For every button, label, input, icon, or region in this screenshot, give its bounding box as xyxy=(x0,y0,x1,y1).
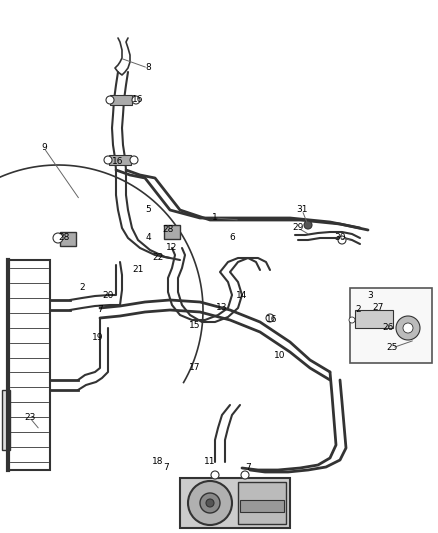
Text: 19: 19 xyxy=(92,334,104,343)
Text: 2: 2 xyxy=(355,305,361,314)
Circle shape xyxy=(396,316,420,340)
Bar xyxy=(109,155,131,165)
Circle shape xyxy=(211,471,219,479)
Bar xyxy=(240,500,284,512)
Text: 17: 17 xyxy=(189,364,201,373)
Circle shape xyxy=(403,323,413,333)
Circle shape xyxy=(188,481,232,525)
Text: 21: 21 xyxy=(132,265,144,274)
Circle shape xyxy=(104,156,112,164)
Text: 7: 7 xyxy=(163,464,169,472)
Text: 30: 30 xyxy=(334,233,346,243)
Text: 31: 31 xyxy=(296,206,308,214)
Circle shape xyxy=(304,221,312,229)
Text: 2: 2 xyxy=(79,284,85,293)
Text: 12: 12 xyxy=(166,244,178,253)
Circle shape xyxy=(241,471,249,479)
Circle shape xyxy=(338,236,346,244)
Text: 25: 25 xyxy=(386,343,398,352)
Bar xyxy=(8,260,50,470)
Text: 26: 26 xyxy=(382,324,394,333)
Bar xyxy=(2,390,10,450)
Circle shape xyxy=(130,156,138,164)
Text: 15: 15 xyxy=(189,320,201,329)
Text: 23: 23 xyxy=(25,414,35,423)
Bar xyxy=(110,95,132,105)
Text: 18: 18 xyxy=(152,457,164,466)
Text: 16: 16 xyxy=(132,95,144,104)
Circle shape xyxy=(206,499,214,507)
Bar xyxy=(355,310,393,328)
Text: 8: 8 xyxy=(145,63,151,72)
Circle shape xyxy=(349,317,355,323)
Text: 20: 20 xyxy=(102,290,114,300)
Text: 28: 28 xyxy=(162,225,174,235)
Bar xyxy=(60,232,76,246)
Text: 29: 29 xyxy=(292,223,304,232)
Circle shape xyxy=(132,96,140,104)
Text: 7: 7 xyxy=(97,305,103,314)
Bar xyxy=(180,478,290,528)
Text: 16: 16 xyxy=(266,316,278,325)
Text: 27: 27 xyxy=(372,303,384,312)
Text: 13: 13 xyxy=(216,303,228,312)
Bar xyxy=(164,225,180,239)
Circle shape xyxy=(266,314,274,322)
Text: 1: 1 xyxy=(212,214,218,222)
Text: 28: 28 xyxy=(58,233,70,243)
Bar xyxy=(350,288,432,363)
Text: 7: 7 xyxy=(245,464,251,472)
Circle shape xyxy=(200,493,220,513)
Text: 3: 3 xyxy=(367,292,373,301)
Text: 22: 22 xyxy=(152,254,164,262)
Bar xyxy=(238,482,286,524)
Text: 4: 4 xyxy=(145,233,151,243)
Text: 9: 9 xyxy=(41,143,47,152)
Text: 16: 16 xyxy=(112,157,124,166)
Circle shape xyxy=(53,233,63,243)
Text: 11: 11 xyxy=(204,457,216,466)
Circle shape xyxy=(106,96,114,104)
Text: 6: 6 xyxy=(229,233,235,243)
Text: 10: 10 xyxy=(274,351,286,359)
Text: 5: 5 xyxy=(145,206,151,214)
Text: 14: 14 xyxy=(237,290,247,300)
